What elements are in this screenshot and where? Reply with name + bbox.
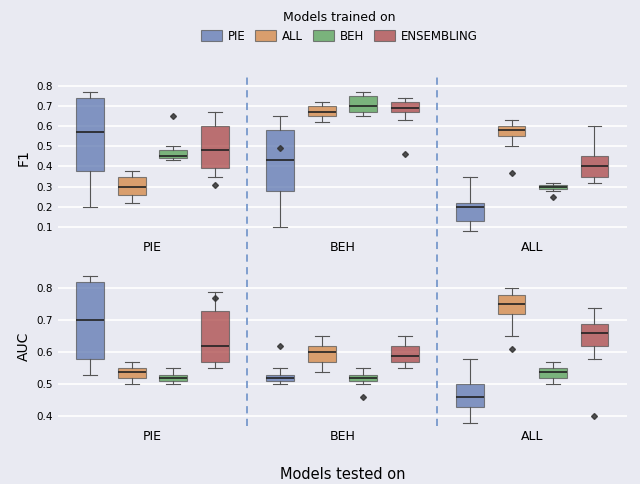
PathPatch shape xyxy=(118,368,146,378)
PathPatch shape xyxy=(266,130,294,191)
PathPatch shape xyxy=(498,295,525,314)
Text: Models tested on: Models tested on xyxy=(280,467,405,482)
PathPatch shape xyxy=(580,156,609,177)
PathPatch shape xyxy=(456,203,484,221)
PathPatch shape xyxy=(349,96,377,112)
PathPatch shape xyxy=(118,177,146,195)
Legend: PIE, ALL, BEH, ENSEMBLING: PIE, ALL, BEH, ENSEMBLING xyxy=(198,8,480,45)
PathPatch shape xyxy=(539,185,567,189)
PathPatch shape xyxy=(76,282,104,359)
PathPatch shape xyxy=(159,151,187,158)
Y-axis label: AUC: AUC xyxy=(17,332,31,361)
PathPatch shape xyxy=(201,311,228,362)
PathPatch shape xyxy=(390,346,419,362)
PathPatch shape xyxy=(539,368,567,378)
PathPatch shape xyxy=(390,102,419,112)
PathPatch shape xyxy=(308,106,335,116)
PathPatch shape xyxy=(76,98,104,170)
PathPatch shape xyxy=(456,384,484,407)
PathPatch shape xyxy=(349,375,377,381)
PathPatch shape xyxy=(266,375,294,381)
PathPatch shape xyxy=(498,126,525,136)
PathPatch shape xyxy=(580,324,609,346)
PathPatch shape xyxy=(308,346,335,362)
PathPatch shape xyxy=(201,126,228,168)
Y-axis label: F1: F1 xyxy=(17,149,31,166)
PathPatch shape xyxy=(159,375,187,381)
